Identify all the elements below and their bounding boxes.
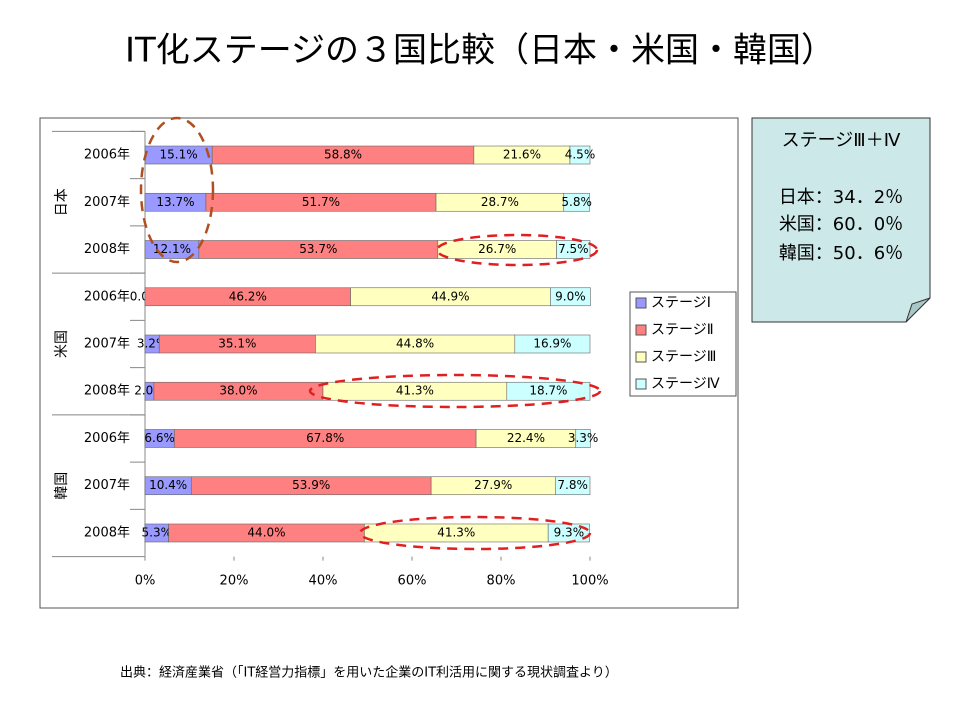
y-tick-label: 2008年: [84, 525, 130, 540]
bar-segment: [550, 287, 591, 307]
legend-box: [629, 291, 737, 397]
annotations: [139, 116, 602, 551]
group-label: 韓国: [54, 472, 70, 500]
value-label: 28.7%: [481, 195, 519, 209]
value-label: 41.3%: [437, 525, 475, 539]
value-label: 5.3%: [142, 525, 173, 539]
legend-swatch: [635, 324, 647, 336]
value-label: 53.7%: [299, 242, 337, 256]
value-label: 9.3%: [554, 525, 585, 539]
bar-segment: [506, 381, 591, 401]
legend-swatch: [635, 297, 647, 309]
value-label: 10.4%: [149, 478, 187, 492]
value-label: 15.1%: [160, 148, 198, 162]
value-label: 22.4%: [507, 431, 545, 445]
value-label: 18.7%: [529, 384, 567, 398]
x-tick-label: 80%: [487, 574, 516, 589]
highlight-ellipse: [308, 373, 602, 409]
value-label: 5.8%: [561, 195, 592, 209]
x-tick-label: 20%: [220, 574, 249, 589]
highlight-ellipse: [139, 116, 215, 264]
note-line: 米国：60．0％: [779, 214, 903, 235]
y-tick-label: 2007年: [84, 195, 130, 210]
value-label: 44.9%: [431, 289, 469, 303]
bar-segment: [563, 192, 590, 212]
bar-segment: [554, 476, 591, 496]
y-tick-label: 2008年: [84, 384, 130, 399]
value-label: 46.2%: [229, 289, 267, 303]
legend-label: ステージⅡ: [651, 322, 714, 338]
group-label: 米国: [54, 330, 70, 358]
value-label: 16.9%: [533, 337, 571, 351]
legend-label: ステージⅢ: [651, 349, 716, 365]
value-label: 38.0%: [219, 384, 257, 398]
slide-title: IT化ステージの３国比較（日本・米国・韓国）: [125, 31, 835, 71]
bar-segment: [514, 334, 591, 354]
x-tick-label: 0%: [135, 574, 156, 589]
value-label: 3.3%: [568, 431, 599, 445]
value-label: 58.8%: [324, 148, 362, 162]
value-label: 44.8%: [396, 337, 434, 351]
note-fold: [905, 297, 931, 323]
value-label: 6.6%: [144, 431, 175, 445]
note-line: 日本：34．2％: [779, 187, 903, 208]
value-label: 41.3%: [396, 384, 434, 398]
legend-label: ステージⅣ: [651, 376, 720, 392]
legend-swatch: [635, 378, 647, 390]
value-label: 7.5%: [558, 242, 589, 256]
note-title: ステージⅢ＋Ⅳ: [782, 130, 901, 151]
value-label: 67.8%: [306, 431, 344, 445]
value-label: 13.7%: [156, 195, 194, 209]
group-label: 日本: [54, 188, 70, 216]
value-label: 26.7%: [478, 242, 516, 256]
value-label: 7.8%: [557, 478, 588, 492]
y-tick-label: 2006年: [84, 431, 130, 446]
source: 出典：経済産業省（「IT経営力指標」を用いた企業のIT利活用に関する現状調査より…: [120, 665, 618, 681]
bar-segment: [575, 429, 591, 448]
legend-swatch: [635, 351, 647, 363]
legend-label: ステージⅠ: [651, 295, 711, 311]
value-label: 51.7%: [302, 195, 340, 209]
value-label: 44.0%: [247, 525, 285, 539]
y-tick-label: 2006年: [84, 289, 130, 304]
x-tick-label: 40%: [309, 574, 338, 589]
value-label: 53.9%: [292, 478, 330, 492]
highlight-ellipse: [435, 233, 599, 267]
y-tick-label: 2008年: [84, 242, 130, 257]
y-tick-label: 2007年: [84, 478, 130, 493]
value-label: 12.1%: [153, 242, 191, 256]
value-label: 27.9%: [474, 478, 512, 492]
x-tick-label: 100%: [571, 574, 608, 589]
value-label: 9.0%: [555, 289, 586, 303]
value-label: 4.5%: [565, 148, 596, 162]
bar-segment: [569, 145, 591, 165]
y-tick-label: 2007年: [84, 337, 130, 352]
note-line: 韓国：50．6％: [779, 243, 903, 264]
x-tick-label: 60%: [398, 574, 427, 589]
value-label: 35.1%: [218, 337, 256, 351]
highlight-ellipse: [358, 515, 592, 551]
value-label: 21.6%: [503, 148, 541, 162]
y-tick-label: 2006年: [84, 148, 130, 163]
